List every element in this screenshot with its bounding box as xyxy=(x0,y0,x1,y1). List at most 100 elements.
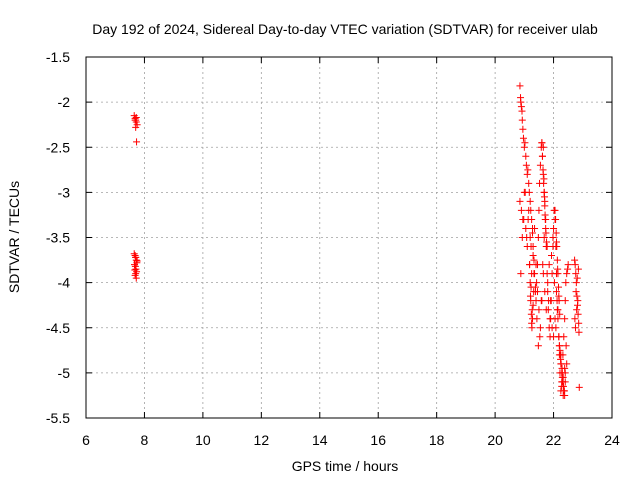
data-point xyxy=(573,292,581,300)
data-point xyxy=(540,175,548,183)
data-point xyxy=(555,283,563,291)
data-point xyxy=(133,138,141,146)
data-point xyxy=(574,310,582,318)
data-point xyxy=(528,306,536,314)
data-point xyxy=(560,387,568,395)
data-point xyxy=(526,279,534,287)
data-point xyxy=(557,360,565,368)
data-point xyxy=(550,279,558,287)
data-point xyxy=(529,315,537,323)
data-point xyxy=(542,306,550,314)
data-point xyxy=(528,319,536,327)
data-point xyxy=(538,152,546,160)
data-point xyxy=(552,229,560,237)
data-point xyxy=(516,197,524,205)
data-point xyxy=(526,292,534,300)
data-point xyxy=(572,288,580,296)
data-point xyxy=(132,270,140,278)
data-point xyxy=(574,265,582,273)
data-point xyxy=(561,378,569,386)
data-point xyxy=(552,324,560,332)
data-point xyxy=(132,253,140,261)
y-axis-label: SDTVAR / TECUs xyxy=(6,181,22,293)
x-tick-label: 18 xyxy=(429,432,445,448)
data-point xyxy=(574,297,582,305)
data-point xyxy=(571,256,579,264)
data-point xyxy=(535,206,543,214)
data-point xyxy=(559,382,567,390)
data-point xyxy=(555,342,563,350)
data-point xyxy=(529,252,537,260)
data-point xyxy=(527,310,535,318)
data-point xyxy=(525,206,533,214)
data-point xyxy=(530,288,538,296)
x-tick-label: 6 xyxy=(82,432,90,448)
data-point xyxy=(562,342,570,350)
data-point xyxy=(540,234,548,241)
x-tick-labels: 6 8 10 12 14 16 18 20 22 24 xyxy=(82,432,620,448)
data-point xyxy=(522,152,530,160)
data-point xyxy=(558,364,566,372)
data-point xyxy=(523,170,531,178)
data-point xyxy=(526,197,534,205)
data-point xyxy=(534,234,542,241)
data-point xyxy=(552,215,560,223)
data-point xyxy=(518,116,526,124)
data-point xyxy=(542,224,550,232)
data-point xyxy=(131,252,139,260)
data-point xyxy=(133,257,141,265)
data-point xyxy=(539,166,547,174)
data-point xyxy=(544,279,552,287)
data-point xyxy=(556,346,564,354)
data-point xyxy=(540,193,548,201)
data-point xyxy=(522,161,530,169)
data-point xyxy=(530,256,538,264)
x-tick-label: 10 xyxy=(195,432,211,448)
data-point xyxy=(539,261,547,269)
data-point xyxy=(524,215,532,223)
data-point xyxy=(526,261,534,269)
data-point xyxy=(552,288,560,296)
data-point xyxy=(131,266,139,274)
y-tick-label: -4 xyxy=(58,275,71,291)
x-tick-label: 12 xyxy=(254,432,270,448)
data-point xyxy=(132,123,140,131)
data-point xyxy=(545,297,553,305)
x-tick-label: 16 xyxy=(370,432,386,448)
data-point xyxy=(518,107,526,115)
data-point xyxy=(539,143,547,151)
data-point xyxy=(553,256,561,264)
y-tick-label: -4.5 xyxy=(46,320,70,336)
y-tick-label: -2.5 xyxy=(46,139,70,155)
data-point xyxy=(556,310,564,318)
data-point xyxy=(555,292,563,300)
data-point xyxy=(553,306,561,314)
data-point xyxy=(519,134,527,142)
x-tick-label: 8 xyxy=(141,432,149,448)
data-point xyxy=(554,265,562,273)
data-point xyxy=(561,315,569,323)
data-point xyxy=(517,103,525,111)
data-point xyxy=(549,234,557,241)
data-point xyxy=(564,265,572,273)
data-point xyxy=(555,333,563,341)
data-point xyxy=(545,261,553,269)
y-tick-label: -5.5 xyxy=(46,410,70,426)
data-point xyxy=(546,315,554,323)
data-point xyxy=(517,98,525,106)
data-point xyxy=(539,270,547,278)
data-point xyxy=(562,279,570,287)
data-point xyxy=(548,252,556,260)
chart-title: Day 192 of 2024, Sidereal Day-to-day VTE… xyxy=(92,21,598,37)
data-point xyxy=(522,224,530,232)
data-point xyxy=(521,188,529,196)
data-point xyxy=(521,139,529,147)
data-point xyxy=(133,268,141,276)
x-tick-label: 14 xyxy=(312,432,328,448)
data-point xyxy=(132,274,140,282)
data-point xyxy=(535,306,543,314)
data-point xyxy=(519,125,527,133)
data-point xyxy=(536,161,544,169)
data-point xyxy=(571,261,579,269)
